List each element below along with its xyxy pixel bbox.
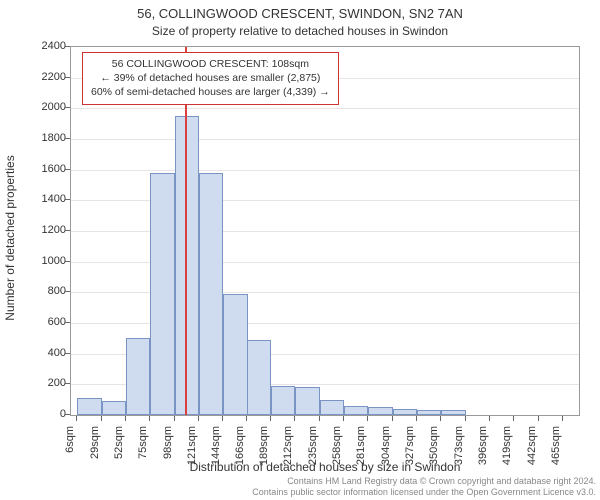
histogram-bar [271,386,295,415]
x-tick-mark [513,416,514,421]
x-tick-mark [76,416,77,421]
y-tick-label: 800 [26,285,66,297]
y-tick-label: 1200 [26,224,66,236]
y-tick-label: 2400 [26,40,66,52]
chart-title: 56, COLLINGWOOD CRESCENT, SWINDON, SN2 7… [0,6,600,21]
y-tick-mark [65,291,70,292]
x-tick-mark [246,416,247,421]
info-line-1: 56 COLLINGWOOD CRESCENT: 108sqm [91,57,330,71]
x-tick-mark [198,416,199,421]
histogram-bar [223,294,247,415]
y-tick-mark [65,230,70,231]
y-tick-label: 1800 [26,132,66,144]
histogram-bar [102,401,126,415]
x-axis-title: Distribution of detached houses by size … [0,460,600,474]
x-tick-mark [222,416,223,421]
y-tick-mark [65,138,70,139]
chart-container: 56, COLLINGWOOD CRESCENT, SWINDON, SN2 7… [0,0,600,500]
gridline-h [71,139,579,140]
x-tick-mark [101,416,102,421]
histogram-bar [417,410,441,415]
histogram-bar [295,387,319,415]
y-tick-label: 0 [26,408,66,420]
x-tick-mark [562,416,563,421]
y-tick-mark [65,414,70,415]
x-tick-mark [465,416,466,421]
y-tick-mark [65,261,70,262]
histogram-bar [393,409,417,415]
y-tick-mark [65,77,70,78]
y-tick-mark [65,322,70,323]
histogram-bar [77,398,101,415]
y-tick-mark [65,46,70,47]
gridline-h [71,292,579,293]
footer-line-2: Contains public sector information licen… [0,487,596,498]
x-tick-mark [440,416,441,421]
histogram-bar [344,406,368,415]
info-line-2: ← 39% of detached houses are smaller (2,… [91,71,330,85]
histogram-bar [126,338,150,415]
chart-subtitle: Size of property relative to detached ho… [0,24,600,38]
histogram-bar [199,173,223,415]
y-tick-label: 200 [26,377,66,389]
gridline-h [71,170,579,171]
gridline-h [71,231,579,232]
x-tick-mark [343,416,344,421]
x-tick-mark [125,416,126,421]
histogram-bar [368,407,392,415]
y-tick-mark [65,107,70,108]
y-tick-label: 1400 [26,193,66,205]
y-tick-label: 1600 [26,163,66,175]
x-tick-mark [392,416,393,421]
y-tick-label: 1000 [26,255,66,267]
info-line-3: 60% of semi-detached houses are larger (… [91,85,330,99]
footer: Contains HM Land Registry data © Crown c… [0,476,596,498]
gridline-h [71,323,579,324]
x-tick-mark [416,416,417,421]
y-tick-label: 600 [26,316,66,328]
x-tick-mark [174,416,175,421]
x-tick-mark [294,416,295,421]
y-tick-label: 2000 [26,101,66,113]
histogram-bar [150,173,174,415]
histogram-bar [441,410,465,415]
gridline-h [71,262,579,263]
footer-line-1: Contains HM Land Registry data © Crown c… [0,476,596,487]
gridline-h [71,108,579,109]
histogram-bar [320,400,344,415]
x-tick-mark [367,416,368,421]
x-tick-mark [538,416,539,421]
y-tick-mark [65,199,70,200]
y-tick-label: 400 [26,347,66,359]
y-tick-mark [65,353,70,354]
x-tick-mark [149,416,150,421]
info-box: 56 COLLINGWOOD CRESCENT: 108sqm ← 39% of… [82,52,339,105]
x-tick-mark [319,416,320,421]
histogram-bar [247,340,271,415]
x-tick-mark [270,416,271,421]
y-tick-label: 2200 [26,71,66,83]
y-tick-mark [65,383,70,384]
x-tick-mark [489,416,490,421]
y-tick-mark [65,169,70,170]
gridline-h [71,200,579,201]
